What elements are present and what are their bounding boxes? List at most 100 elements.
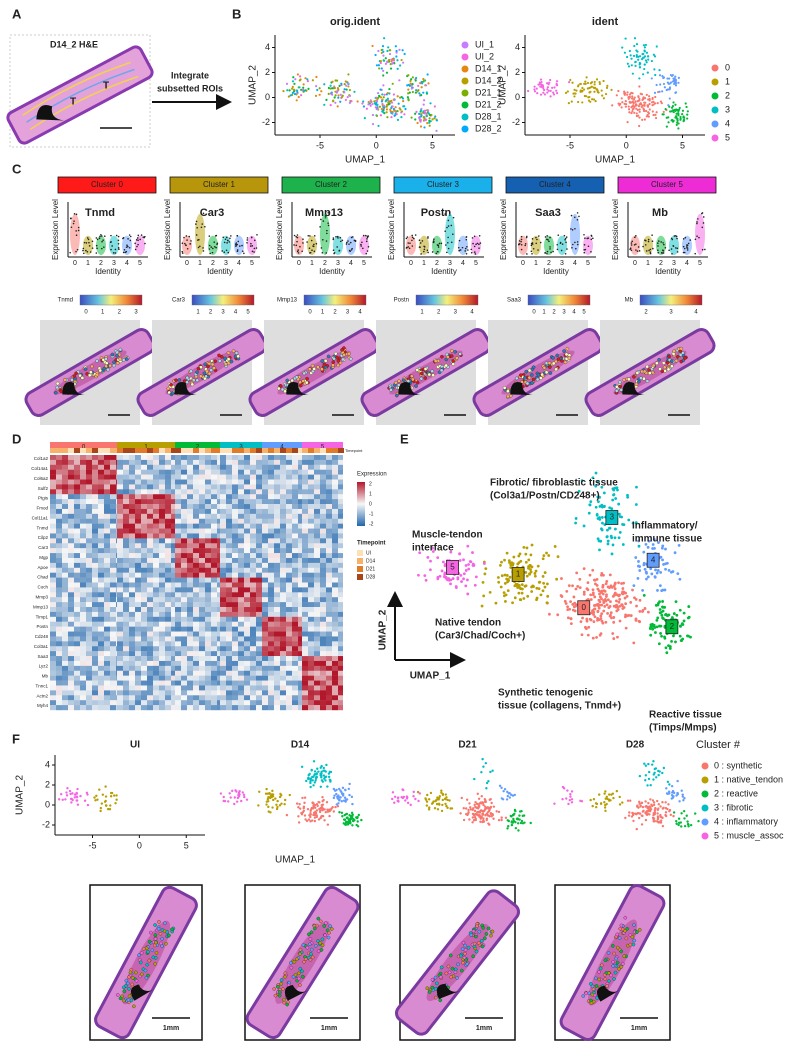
heatmap-cell [211,705,217,711]
heatmap-cell [220,611,226,618]
cell-dot [643,46,647,49]
heatmap-cell [56,484,62,490]
cell-dot [375,99,379,103]
heatmap-cell [181,455,187,461]
heatmap-cell [62,489,68,495]
heatmap-cell [98,528,104,534]
cell-dot [601,94,604,97]
heatmap-cell [116,705,117,711]
heatmap-cell [238,660,244,667]
heatmap-cell [292,489,298,495]
heatmap-cell [262,508,268,515]
heatmap-cell [147,685,153,691]
cell-dot [184,244,187,246]
heatmap-cell [187,528,193,534]
heatmap-cell [232,641,238,647]
heatmap-cell [220,587,226,593]
heatmap-cell [147,641,153,647]
heatmap-cell [135,705,141,711]
heatmap-cell [308,538,314,544]
cell-dot [437,246,440,248]
cell-dot [414,91,418,94]
heatmap-cell [141,641,147,647]
heatmap-cell [308,651,314,657]
heatmap-cell [68,494,74,500]
heatmap-cell [56,656,62,662]
heatmap-cell [238,533,244,539]
cell-dot [77,226,80,229]
heatmap-cell [165,641,171,647]
cluster-header-label: Cluster 3 [427,180,460,189]
cell-dot [181,252,184,254]
heatmap-cell [153,557,159,564]
heatmap-cell [217,557,220,564]
heatmap-cell [280,455,286,461]
heatmap-cell [226,616,232,622]
cell-dot [629,614,633,617]
gene-label: Col14a1 [31,466,48,471]
heatmap-cell [141,538,147,544]
heatmap-cell [104,548,110,554]
heatmap-cell [110,631,116,637]
violin [695,213,705,255]
heatmap-cell [302,587,308,593]
heatmap-cell [165,656,171,662]
cell-dot [398,107,401,110]
heatmap-cell [141,646,147,652]
cell-dot [361,241,363,244]
cell-dot [134,248,137,251]
cell-dot [391,110,394,113]
axis-label: UMAP_1 [595,155,635,166]
heatmap-cell [193,626,199,632]
cell-dot [587,237,590,239]
cell-dot [128,246,131,249]
heatmap-cell [274,582,280,588]
heatmap-cell [286,587,292,593]
cell-dot [583,233,585,236]
cell-dot [679,118,682,121]
heatmap-cell [332,494,338,500]
spot [397,379,401,383]
heatmap-cell [181,469,187,475]
heatmap-cell [193,631,199,637]
cell-dot [642,109,646,113]
cell-dot [635,55,638,58]
spot [414,384,418,388]
gene-label: Mmp13 [33,604,49,609]
colorbar-title: Car3 [172,298,186,304]
cell-dot [291,85,294,88]
spot [280,387,285,392]
heatmap-cell [286,499,292,505]
heatmap-cell [220,660,226,667]
heatmap-cell [92,636,98,642]
heatmap-cell [268,567,274,573]
heatmap-cell [110,690,116,696]
cell-dot [227,239,229,242]
heatmap-cell [205,518,211,524]
heatmap-cell [135,665,141,671]
heatmap-cell [171,641,175,647]
heatmap-cell [308,489,314,495]
cell-dot [325,252,328,254]
cell-dot [313,235,316,237]
heatmap-cell [302,474,308,480]
heatmap-cell [181,656,187,662]
cell-dot [630,111,633,115]
heatmap-cell [56,690,62,696]
heatmap-cell [86,656,92,662]
x-tick-label: 1 [646,260,650,267]
cell-dot [422,91,425,94]
cell-dot [318,93,321,96]
heatmap-cell [262,528,268,534]
cell-dot [540,85,544,89]
heatmap-cell [165,602,171,608]
heatmap-cell [129,665,135,671]
heatmap-cell [165,548,171,554]
heatmap-cell [74,577,80,583]
heatmap-cell [116,690,117,696]
cell-dot [302,86,305,89]
heatmap-cell [232,621,238,627]
heatmap-cell [153,685,159,691]
heatmap-cell [147,494,153,500]
heatmap-cell [314,695,320,701]
